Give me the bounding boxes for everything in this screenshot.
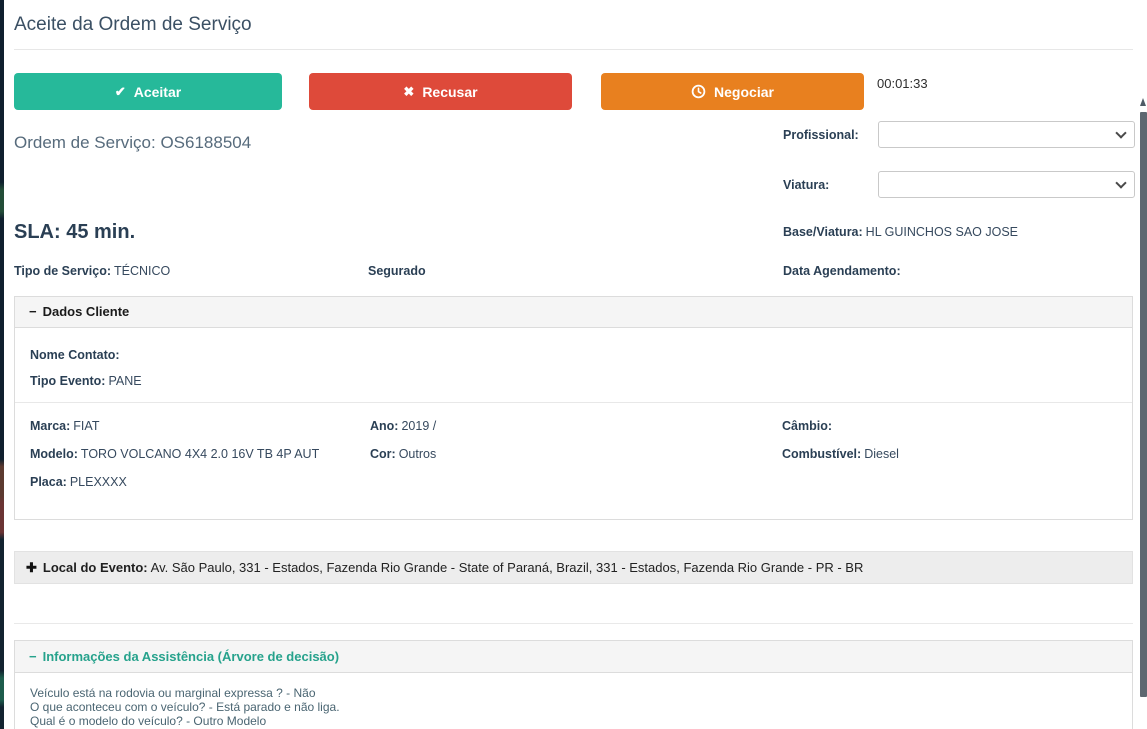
accept-button[interactable]: ✔ Aceitar <box>14 73 282 110</box>
cambio-field: Câmbio: <box>782 419 832 433</box>
vehicle-details-grid: Marca: FIAT Ano: 2019 / Câmbio: Modelo: TOR… <box>15 419 1132 503</box>
nome-contato-field: Nome Contato: <box>30 348 120 362</box>
local-evento-bar[interactable]: ✚ Local do Evento: Av. São Paulo, 331 - … <box>14 551 1133 584</box>
profissional-select[interactable] <box>878 121 1135 148</box>
tipo-evento-field: Tipo Evento: PANE <box>30 374 142 388</box>
panel-divider <box>15 402 1132 403</box>
decision-tree-line: Veículo está na rodovia ou marginal expr… <box>30 686 316 700</box>
negotiate-button[interactable]: Negociar <box>601 73 864 110</box>
decision-tree-line: O que aconteceu com o veículo? - Está pa… <box>30 700 340 714</box>
section-separator <box>14 623 1133 624</box>
accept-button-label: Aceitar <box>133 83 182 100</box>
base-viatura-field: Base/Viatura: HL GUINCHOS SAO JOSE <box>783 225 1019 239</box>
refuse-button-label: Recusar <box>422 83 478 100</box>
collapse-minus-icon: − <box>29 304 37 319</box>
assignment-column: Profissional: Viatura: <box>783 121 1135 198</box>
negotiate-button-label: Negociar <box>714 83 774 100</box>
expand-plus-icon: ✚ <box>26 559 37 575</box>
sla-value: SLA: 45 min. <box>14 221 136 243</box>
cor-field: Cor: Outros <box>370 447 437 461</box>
dados-cliente-panel: − Dados Cliente Nome Contato: Tipo Evento… <box>14 296 1133 520</box>
refuse-button[interactable]: ✖ Recusar <box>309 73 572 110</box>
tipo-servico-field: Tipo de Serviço: TÉCNICO <box>14 264 171 278</box>
sla-row: SLA: 45 min. Base/Viatura: HL GUINCHOS SA… <box>14 221 1133 244</box>
background-window-edge <box>0 0 4 729</box>
segurado-label: Segurado <box>368 264 426 278</box>
assistencia-header[interactable]: − Informações da Assistência (Árvore de d… <box>15 641 1132 673</box>
check-icon: ✔ <box>114 84 126 99</box>
assistencia-panel: − Informações da Assistência (Árvore de d… <box>14 640 1133 729</box>
assistencia-title: Informações da Assistência (Árvore de de… <box>42 649 340 664</box>
dados-cliente-title: Dados Cliente <box>42 304 130 319</box>
action-buttons-row: ✔ Aceitar ✖ Recusar Negociar 00:01:33 <box>14 73 1133 110</box>
ano-field: Ano: 2019 / <box>370 419 437 433</box>
clock-icon <box>691 84 706 99</box>
service-info-row: Tipo de Serviço: TÉCNICO Segurado Data Ag… <box>14 264 1133 278</box>
service-order-number: Ordem de Serviço: OS6188504 <box>14 133 252 152</box>
local-evento-label: Local do Evento: <box>42 560 148 575</box>
dados-cliente-body: Nome Contato: Tipo Evento: PANE Marca: FIA… <box>15 328 1132 519</box>
placa-field: Placa: PLEXXXX <box>30 475 127 489</box>
marca-field: Marca: FIAT <box>30 419 100 433</box>
decision-tree-line: Qual é o modelo do veículo? - Outro Mode… <box>30 714 267 728</box>
scroll-up-arrow-icon[interactable] <box>1140 98 1146 106</box>
viatura-label: Viatura: <box>783 177 830 192</box>
dados-cliente-header[interactable]: − Dados Cliente <box>15 297 1132 328</box>
collapse-minus-icon: − <box>29 649 37 664</box>
page-title: Aceite da Ordem de Serviço <box>14 0 1133 50</box>
viatura-field-row: Viatura: <box>783 171 1135 198</box>
profissional-field-row: Profissional: <box>783 121 1135 148</box>
assistencia-body: Veículo está na rodovia ou marginal expr… <box>15 673 1132 729</box>
scrollbar-thumb[interactable] <box>1140 112 1147 697</box>
combustivel-field: Combustível: Diesel <box>782 447 899 461</box>
countdown-timer: 00:01:33 <box>877 76 928 91</box>
viatura-select[interactable] <box>878 171 1135 198</box>
local-evento-address: Av. São Paulo, 331 - Estados, Fazenda Ri… <box>150 560 864 575</box>
main-panel: Aceite da Ordem de Serviço ✔ Aceitar ✖ R… <box>4 0 1140 729</box>
data-agendamento-field: Data Agendamento: <box>783 264 901 278</box>
modelo-field: Modelo: TORO VOLCANO 4X4 2.0 16V TB 4P AU… <box>30 447 320 461</box>
scrollbar[interactable] <box>1140 98 1147 718</box>
profissional-label: Profissional: <box>783 127 859 142</box>
close-icon: ✖ <box>403 84 415 99</box>
order-row: Ordem de Serviço: OS6188504 Profissional… <box>14 121 1135 198</box>
